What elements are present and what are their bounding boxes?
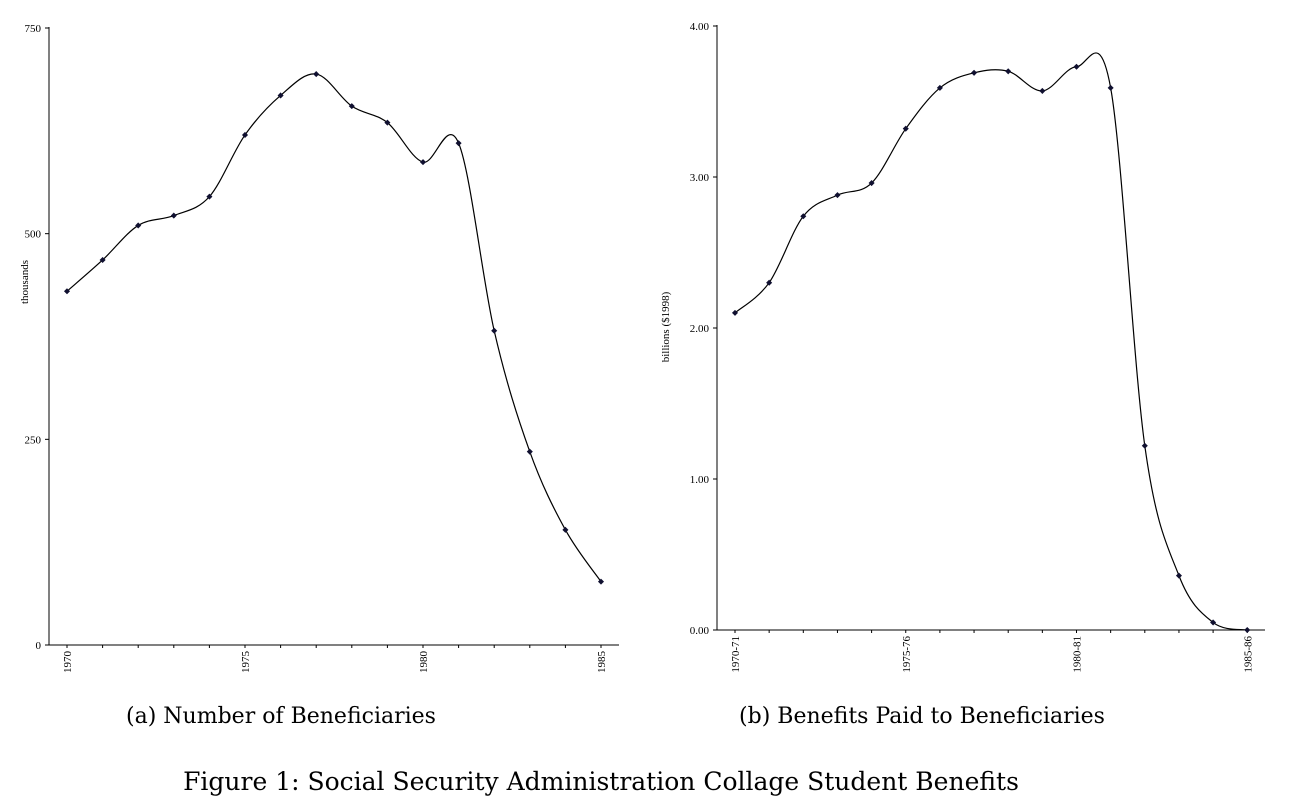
charta-y-tick-label: 250 <box>25 434 42 446</box>
chartb-data-point <box>1073 63 1080 70</box>
charta-data-point <box>348 103 355 110</box>
charta-data-point <box>63 288 71 295</box>
chartb-x-tick-label: 1975-76 <box>901 636 913 673</box>
charta-y-tick-label: 750 <box>25 23 42 35</box>
charta-data-point <box>455 140 462 147</box>
charta-data-point <box>419 159 427 166</box>
charta-data-point <box>170 212 177 219</box>
charta-data-point <box>313 71 320 78</box>
charta-x-tick-label: 1980 <box>418 651 430 674</box>
charta-data-point <box>241 131 249 138</box>
chartb-y-tick-label: 1.00 <box>690 474 710 486</box>
figure-caption: Figure 1: Social Security Administration… <box>183 767 1019 796</box>
chart-benefits-paid: billions ($1998) 0.00 1.00 2.00 3.00 4.00 19… <box>660 21 1265 729</box>
chartb-data-point <box>902 125 909 132</box>
chartb-data-point <box>1141 442 1148 449</box>
chart-number-of-beneficiaries: thousands 0 250 500 750 1970 1975 1980 1985 (a… <box>19 23 619 729</box>
chartb-x-tick-label: 1985-86 <box>1242 636 1254 673</box>
charta-data-point <box>277 92 284 99</box>
chartb-data-point <box>1039 87 1046 94</box>
charta-y-tick-label: 0 <box>36 640 42 652</box>
chartb-y-tick-label: 3.00 <box>690 172 710 184</box>
chartb-data-point <box>971 69 978 76</box>
chartb-data-point <box>1244 626 1251 634</box>
charta-x-tick-label: 1985 <box>596 651 608 674</box>
chartb-data-point <box>1175 572 1182 579</box>
chartb-data-point <box>868 180 875 187</box>
chart-a-caption: (a) Number of Beneficiaries <box>126 704 436 729</box>
chartb-y-tick-label: 2.00 <box>690 323 710 335</box>
charta-data-point <box>597 578 605 585</box>
chartb-y-tick-label: 0.00 <box>690 625 710 637</box>
chart-a-series-line <box>66 73 602 582</box>
charta-data-point <box>562 526 569 533</box>
charta-data-point <box>99 256 106 264</box>
charta-data-point <box>135 222 142 229</box>
charta-x-tick-label: 1975 <box>240 651 252 674</box>
chartb-data-point <box>834 192 841 199</box>
chartb-x-tick-label: 1970-71 <box>730 636 742 673</box>
charta-x-tick-label: 1970 <box>62 651 74 674</box>
charta-y-tick-label: 500 <box>25 229 42 241</box>
chartb-data-point <box>1107 84 1114 91</box>
charta-data-point <box>526 448 533 455</box>
chartb-y-tick-label: 4.00 <box>690 21 710 33</box>
chartb-x-tick-label: 1980-81 <box>1072 636 1084 673</box>
chart-b-y-axis-title: billions ($1998) <box>660 291 672 362</box>
chartb-data-point <box>1005 68 1012 75</box>
chartb-data-point <box>800 213 807 220</box>
chart-b-series-line <box>734 52 1248 631</box>
chartb-data-point <box>1210 619 1217 626</box>
charta-data-point <box>384 119 391 126</box>
charta-data-point <box>206 193 213 200</box>
chartb-data-point <box>731 309 739 316</box>
chart-b-caption: (b) Benefits Paid to Beneficiaries <box>739 704 1105 729</box>
charta-data-point <box>491 327 498 334</box>
chart-a-y-axis-title: thousands <box>19 260 31 304</box>
chartb-data-point <box>766 279 773 286</box>
chartb-data-point <box>936 84 943 91</box>
